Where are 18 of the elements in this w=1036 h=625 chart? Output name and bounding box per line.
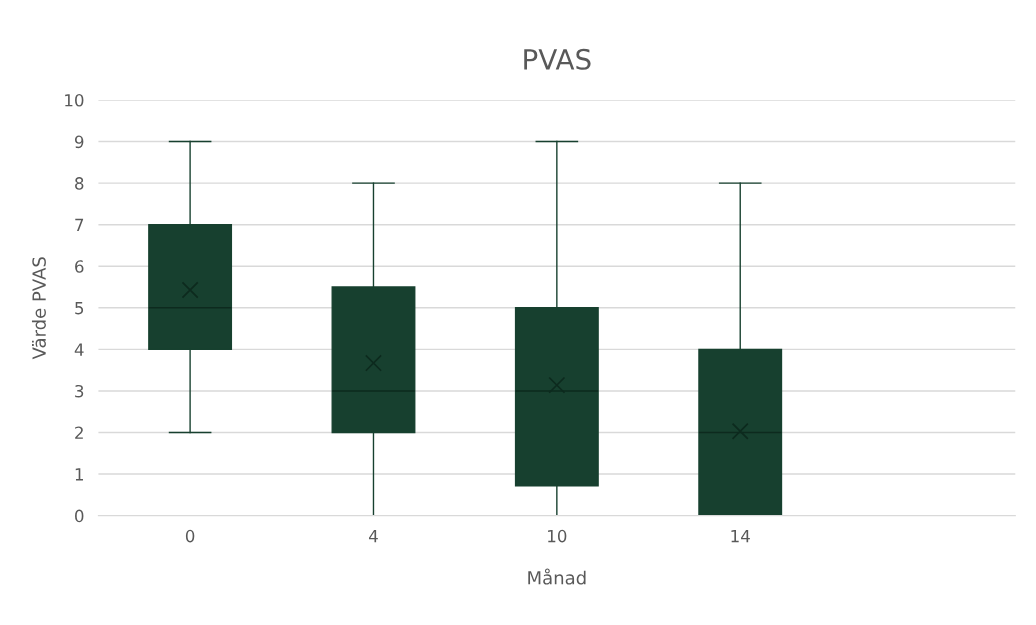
y-tick-label: 6	[75, 260, 84, 273]
y-tick-label: 10	[65, 93, 84, 107]
y-tick-label: 4	[74, 343, 84, 356]
y-tick-label: 3	[75, 384, 84, 398]
y-tick-label: 8	[75, 177, 84, 190]
y-tick-label: 1	[75, 468, 83, 481]
y-tick-label: 2	[75, 426, 83, 439]
y-tick-label: 7	[75, 218, 84, 232]
x-axis-title: Månad	[528, 568, 586, 585]
y-tick-label: 0	[75, 509, 84, 523]
x-tick-label: 0	[185, 529, 195, 543]
y-axis-title: Värde PVAS	[31, 257, 46, 360]
y-tick-label: 5	[75, 301, 84, 315]
x-tick-label: 10	[548, 529, 567, 543]
x-tick-label: 14	[731, 530, 750, 543]
y-tick-label: 9	[74, 135, 84, 149]
x-tick-label: 4	[368, 530, 378, 543]
chart-title: PVAS	[524, 48, 591, 70]
